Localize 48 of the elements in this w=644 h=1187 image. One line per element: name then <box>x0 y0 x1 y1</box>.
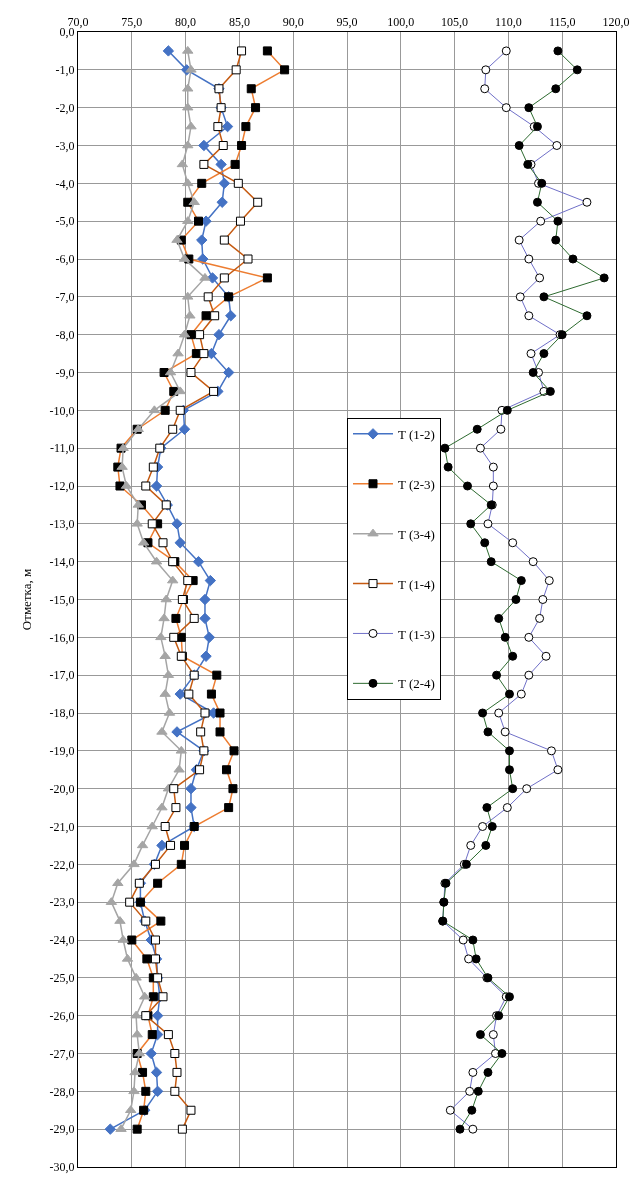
y-tick-label: -28,0 <box>49 1084 75 1099</box>
x-tick-label: 120,0 <box>602 15 630 30</box>
x-tick-label: 90,0 <box>282 15 304 30</box>
legend-label: T (1-4) <box>398 576 435 592</box>
x-tick-label: 115,0 <box>548 15 576 30</box>
y-tick-label: -23,0 <box>49 895 75 910</box>
y-tick-label: -20,0 <box>49 781 75 796</box>
y-tick-label: -4,0 <box>55 176 75 191</box>
y-tick-label: -19,0 <box>49 744 75 759</box>
y-tick-label: -27,0 <box>49 1046 75 1061</box>
legend-label: T (2-4) <box>398 676 435 692</box>
legend-label: T (2-3) <box>398 476 435 492</box>
y-tick-label: -22,0 <box>49 857 75 872</box>
legend-label: T (1-2) <box>398 426 435 442</box>
y-axis-title: Отметка, м <box>18 568 34 631</box>
x-tick-label: 100,0 <box>387 15 415 30</box>
y-tick-label: -26,0 <box>49 1008 75 1023</box>
y-tick-label: -8,0 <box>55 327 75 342</box>
y-tick-label: -5,0 <box>55 214 75 229</box>
y-tick-label: -2,0 <box>55 100 75 115</box>
x-tick-label: 105,0 <box>441 15 469 30</box>
y-tick-label: 0,0 <box>59 25 75 40</box>
y-tick-label: -3,0 <box>55 138 75 153</box>
y-tick-label: -25,0 <box>49 971 75 986</box>
x-tick-label: 75,0 <box>121 15 143 30</box>
y-tick-label: -15,0 <box>49 592 75 607</box>
y-tick-label: -12,0 <box>49 479 75 494</box>
y-tick-label: -9,0 <box>55 365 75 380</box>
y-tick-label: -24,0 <box>49 933 75 948</box>
y-tick-label: -11,0 <box>50 441 75 456</box>
y-tick-label: -18,0 <box>49 706 75 721</box>
y-tick-label: -30,0 <box>49 1160 75 1175</box>
y-tick-label: -7,0 <box>55 290 75 305</box>
y-tick-label: -17,0 <box>49 668 75 683</box>
x-tick-label: 95,0 <box>336 15 358 30</box>
x-tick-label: 85,0 <box>228 15 250 30</box>
y-tick-label: -13,0 <box>49 517 75 532</box>
y-tick-label: -29,0 <box>49 1122 75 1137</box>
legend-label: T (1-3) <box>398 626 435 642</box>
x-tick-label: 110,0 <box>495 15 522 30</box>
y-tick-label: -16,0 <box>49 630 75 645</box>
y-tick-label: -10,0 <box>49 403 75 418</box>
y-tick-label: -21,0 <box>49 819 75 834</box>
y-tick-label: -1,0 <box>55 63 75 78</box>
y-tick-label: -6,0 <box>55 252 75 267</box>
x-tick-label: 80,0 <box>175 15 197 30</box>
y-tick-label: -14,0 <box>49 554 75 569</box>
legend-label: T (3-4) <box>398 526 435 542</box>
